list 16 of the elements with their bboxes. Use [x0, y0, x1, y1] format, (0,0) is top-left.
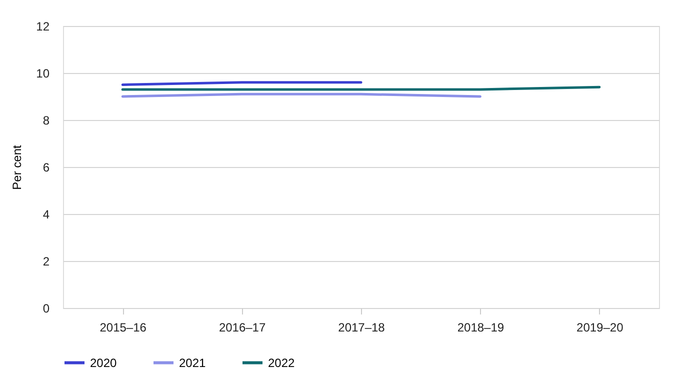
y-tick-label: 6 [42, 160, 50, 174]
y-tick-label: 2 [42, 254, 50, 268]
y-tick-label: 8 [42, 114, 50, 128]
x-tick-label: 2018–19 [457, 320, 504, 334]
y-tick-label: 10 [36, 66, 50, 80]
legend-label: 2020 [90, 356, 118, 370]
legend-label: 2021 [179, 356, 206, 370]
y-tick-label: 0 [42, 302, 50, 316]
x-tick-label: 2015–16 [100, 320, 147, 334]
y-tick-label: 4 [42, 208, 50, 222]
x-tick-label: 2019–20 [576, 320, 624, 334]
x-tick-label: 2017–18 [338, 320, 386, 334]
legend-label: 2022 [268, 356, 296, 370]
y-axis-title: Per cent [10, 144, 24, 190]
y-tick-label: 12 [36, 20, 50, 34]
x-tick-label: 2016–17 [218, 320, 266, 334]
